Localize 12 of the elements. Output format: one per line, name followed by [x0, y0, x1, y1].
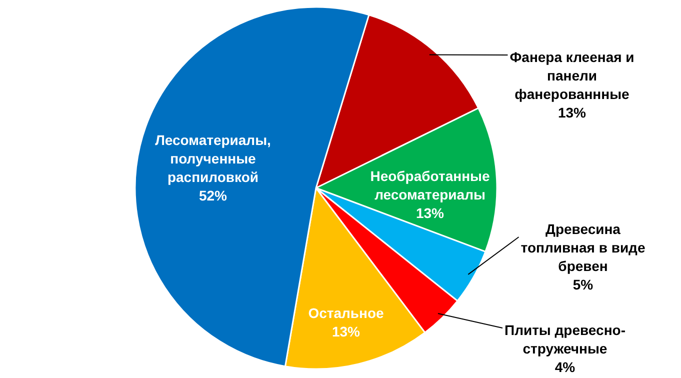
- data-label: 13%: [558, 104, 587, 120]
- data-label: 52%: [198, 188, 228, 204]
- data-label: 13%: [332, 324, 361, 340]
- data-label: 13%: [416, 205, 445, 221]
- slice-label: Плиты древесно-стружечные: [504, 322, 626, 356]
- slice-label: Древесина топливная в виде бревен: [520, 221, 646, 274]
- slice-label: Фанера клееная и панели фанерованнные: [510, 49, 634, 102]
- data-label: 4%: [554, 359, 576, 375]
- slice-label: Необработанные лесоматериалы: [370, 168, 490, 202]
- slice-label: Лесоматериалы, полученные распиловкой: [155, 132, 271, 185]
- slice-label: Остальное: [308, 305, 384, 321]
- data-label: 5%: [572, 276, 594, 292]
